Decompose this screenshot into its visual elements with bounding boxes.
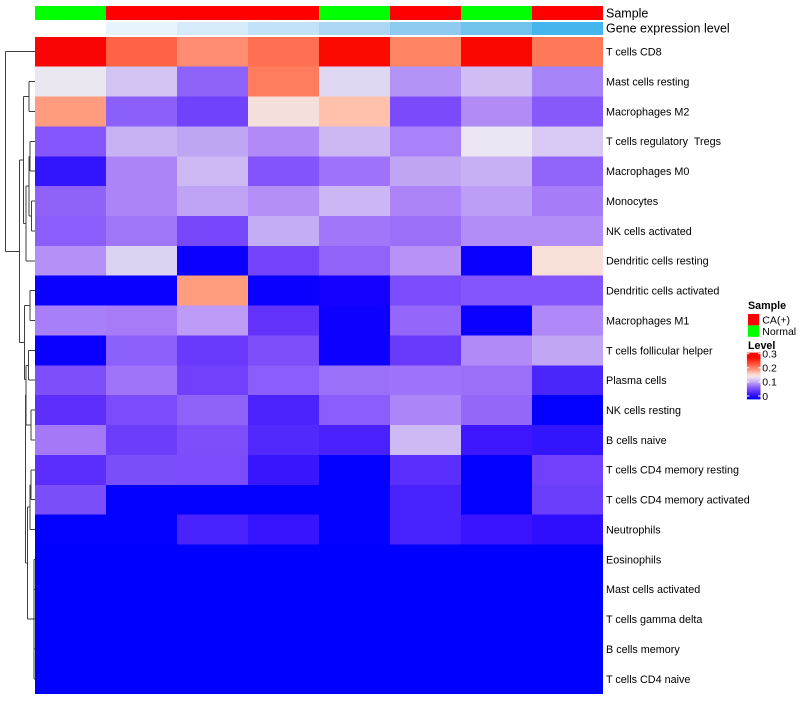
- svg-text:Macrophages M2: Macrophages M2: [606, 106, 689, 118]
- svg-text:Dendritic cells resting: Dendritic cells resting: [606, 256, 709, 268]
- svg-text:T cells regulatory Tregs: T cells regulatory Tregs: [606, 136, 722, 148]
- svg-text:Mast cells resting: Mast cells resting: [606, 77, 689, 89]
- svg-text:Normal: Normal: [762, 326, 796, 338]
- svg-text:Sample: Sample: [748, 300, 786, 312]
- svg-text:T cells gamma delta: T cells gamma delta: [606, 614, 702, 626]
- svg-text:Sample: Sample: [606, 6, 648, 20]
- svg-text:NK cells activated: NK cells activated: [606, 226, 692, 238]
- svg-text:Eosinophils: Eosinophils: [606, 554, 662, 566]
- svg-text:T cells CD4 memory resting: T cells CD4 memory resting: [606, 465, 739, 477]
- svg-text:Macrophages M0: Macrophages M0: [606, 166, 689, 178]
- svg-text:Plasma cells: Plasma cells: [606, 375, 667, 387]
- svg-text:Macrophages M1: Macrophages M1: [606, 315, 689, 327]
- svg-text:CA(+): CA(+): [762, 314, 790, 326]
- svg-text:Gene expression level: Gene expression level: [606, 21, 730, 35]
- svg-text:0.3: 0.3: [762, 349, 777, 361]
- svg-text:T cells CD8: T cells CD8: [606, 47, 662, 59]
- svg-text:T cells CD4 naive: T cells CD4 naive: [606, 674, 690, 686]
- svg-text:Dendritic cells activated: Dendritic cells activated: [606, 286, 719, 298]
- svg-text:B cells memory: B cells memory: [606, 644, 680, 656]
- svg-text:Neutrophils: Neutrophils: [606, 524, 661, 536]
- svg-text:Monocytes: Monocytes: [606, 196, 659, 208]
- svg-text:0.1: 0.1: [762, 377, 777, 389]
- svg-text:0.2: 0.2: [762, 363, 777, 375]
- svg-text:Mast cells activated: Mast cells activated: [606, 584, 700, 596]
- svg-text:T cells follicular helper: T cells follicular helper: [606, 345, 713, 357]
- svg-text:T cells CD4 memory activated: T cells CD4 memory activated: [606, 495, 750, 507]
- svg-text:NK cells resting: NK cells resting: [606, 405, 681, 417]
- svg-text:0: 0: [762, 391, 768, 403]
- svg-text:B cells naive: B cells naive: [606, 435, 667, 447]
- svg-text:Level: Level: [748, 340, 775, 352]
